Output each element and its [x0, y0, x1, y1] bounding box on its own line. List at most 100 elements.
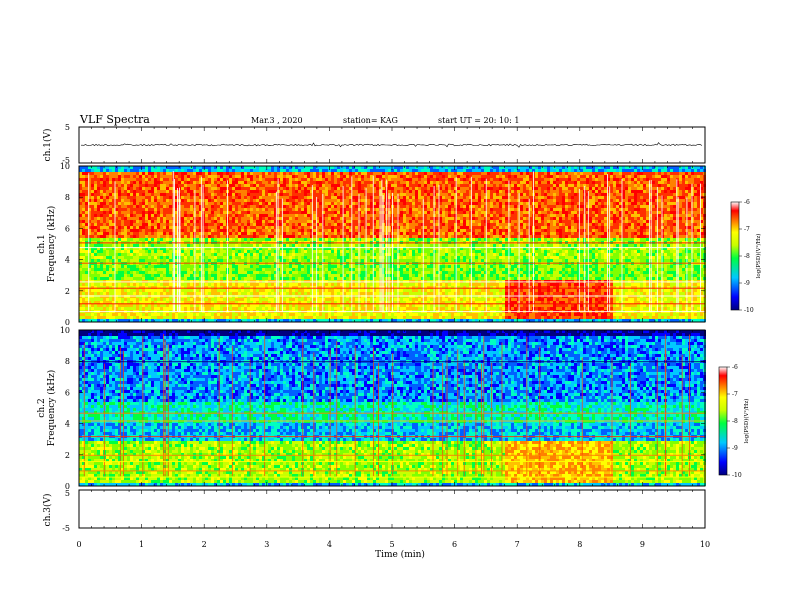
spectrogram-cell: [478, 178, 481, 181]
spectrogram-cell: [229, 178, 232, 181]
spectrogram-cell: [643, 175, 646, 178]
spectrogram-cell: [520, 169, 523, 172]
spectrogram-cell: [475, 169, 478, 172]
spectrogram-cell: [193, 184, 196, 187]
spectrogram-cell: [634, 178, 637, 181]
spectrogram-cell: [136, 184, 139, 187]
spectrogram-cell: [319, 178, 322, 181]
spectrogram-cell: [109, 175, 112, 178]
spectrogram-cell: [685, 169, 688, 172]
spectrogram-cell: [517, 172, 520, 175]
spectrogram-cell: [505, 181, 508, 184]
spectrogram-cell: [286, 178, 289, 181]
spectrogram-cell: [514, 169, 517, 172]
spectrogram-cell: [604, 181, 607, 184]
spectrogram-cell: [178, 172, 181, 175]
spectrogram-cell: [355, 184, 358, 187]
spectrogram-cell: [106, 172, 109, 175]
spectrogram-cell: [163, 184, 166, 187]
spectrogram-cell: [262, 181, 265, 184]
spectrogram-cell: [145, 169, 148, 172]
spectrogram-cell: [319, 172, 322, 175]
spectrogram-cell: [112, 172, 115, 175]
spectrogram-cell: [685, 181, 688, 184]
spectrogram-cell: [586, 178, 589, 181]
spectrogram-cell: [346, 175, 349, 178]
spectrogram-cell: [538, 181, 541, 184]
spectrogram-cell: [223, 181, 226, 184]
spectrogram-cell: [658, 178, 661, 181]
spectrogram-cell: [334, 184, 337, 187]
spectrogram-cell: [517, 175, 520, 178]
spectrogram-cell: [457, 184, 460, 187]
spectrogram-cell: [451, 181, 454, 184]
spectrogram-cell: [676, 169, 679, 172]
spectrogram-cell: [256, 184, 259, 187]
spectrogram-cell: [406, 175, 409, 178]
spectrogram-cell: [697, 172, 700, 175]
spectrogram-cell: [370, 175, 373, 178]
spectrogram-cell: [598, 184, 601, 187]
spectrogram-cell: [355, 178, 358, 181]
spectrogram-cell: [343, 181, 346, 184]
spectrogram-cell: [493, 181, 496, 184]
spectrogram-cell: [661, 181, 664, 184]
spectrogram-cell: [313, 181, 316, 184]
spectrogram-cell: [670, 169, 673, 172]
spectrogram-cell: [538, 169, 541, 172]
spectrogram-cell: [409, 169, 412, 172]
spectrogram-cell: [394, 184, 397, 187]
spectrogram-cell: [478, 175, 481, 178]
spectrogram-cell: [541, 172, 544, 175]
spectrogram-cell: [259, 175, 262, 178]
spectrogram-cell: [430, 181, 433, 184]
spectrogram-cell: [586, 172, 589, 175]
spectrogram-cell: [418, 169, 421, 172]
spectrogram-cell: [466, 172, 469, 175]
spectrogram-cell: [346, 181, 349, 184]
spectrogram-cell: [628, 175, 631, 178]
spectrogram-cell: [346, 169, 349, 172]
spectrogram-cell: [139, 178, 142, 181]
spectrogram-cell: [544, 172, 547, 175]
spectrogram-cell: [142, 181, 145, 184]
spectrogram-cell: [313, 175, 316, 178]
spectrogram-cell: [130, 178, 133, 181]
spectrogram-cell: [94, 175, 97, 178]
spectrogram-cell: [367, 172, 370, 175]
spectrogram-cell: [535, 172, 538, 175]
spectrogram-cell: [190, 172, 193, 175]
spectrogram-cell: [319, 175, 322, 178]
spectrogram-cell: [340, 172, 343, 175]
spectrogram-cell: [550, 169, 553, 172]
spectrogram-cell: [127, 172, 130, 175]
spectrogram-cell: [448, 172, 451, 175]
spectrogram-cell: [451, 178, 454, 181]
spectrogram-cell: [97, 178, 100, 181]
spectrogram-cell: [100, 181, 103, 184]
spectrogram-cell: [331, 181, 334, 184]
spectrogram-cell: [427, 169, 430, 172]
spectrogram-cell: [328, 178, 331, 181]
spectrogram-cell: [370, 169, 373, 172]
spectrogram-cell: [361, 181, 364, 184]
spectrogram-cell: [490, 172, 493, 175]
spectrogram-cell: [202, 181, 205, 184]
spectrogram-cell: [316, 169, 319, 172]
spectrogram-cell: [262, 175, 265, 178]
spectrogram-cell: [352, 178, 355, 181]
spectrogram-cell: [403, 169, 406, 172]
spectrogram-cell: [187, 181, 190, 184]
spectrogram-cell: [421, 184, 424, 187]
spectrogram-cell: [451, 172, 454, 175]
spectrogram-cell: [97, 184, 100, 187]
spectrogram-cell: [646, 175, 649, 178]
spectrogram-cell: [514, 184, 517, 187]
spectrogram-cell: [244, 184, 247, 187]
spectrogram-cell: [649, 172, 652, 175]
spectrogram-cell: [184, 169, 187, 172]
spectrogram-cell: [187, 175, 190, 178]
spectrogram-cell: [310, 181, 313, 184]
spectrogram-cell: [679, 181, 682, 184]
spectrogram-cell: [145, 184, 148, 187]
